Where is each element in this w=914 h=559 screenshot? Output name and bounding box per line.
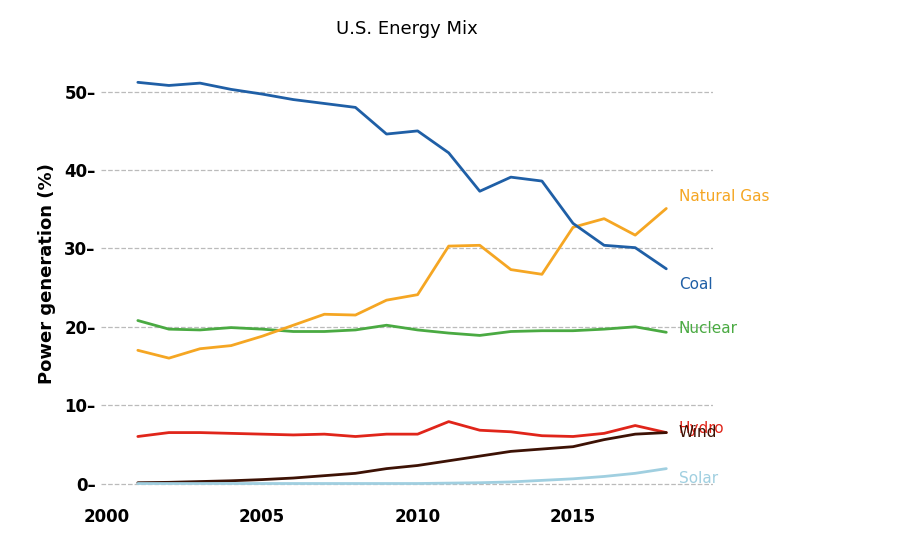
- Text: Natural Gas: Natural Gas: [679, 190, 770, 204]
- Title: U.S. Energy Mix: U.S. Energy Mix: [335, 20, 478, 37]
- Text: Coal: Coal: [679, 277, 712, 292]
- Text: Solar: Solar: [679, 471, 717, 486]
- Text: Hydro: Hydro: [679, 421, 725, 436]
- Text: Wind: Wind: [679, 425, 717, 440]
- Y-axis label: Power generation (%): Power generation (%): [38, 163, 56, 385]
- Text: Nuclear: Nuclear: [679, 321, 738, 336]
